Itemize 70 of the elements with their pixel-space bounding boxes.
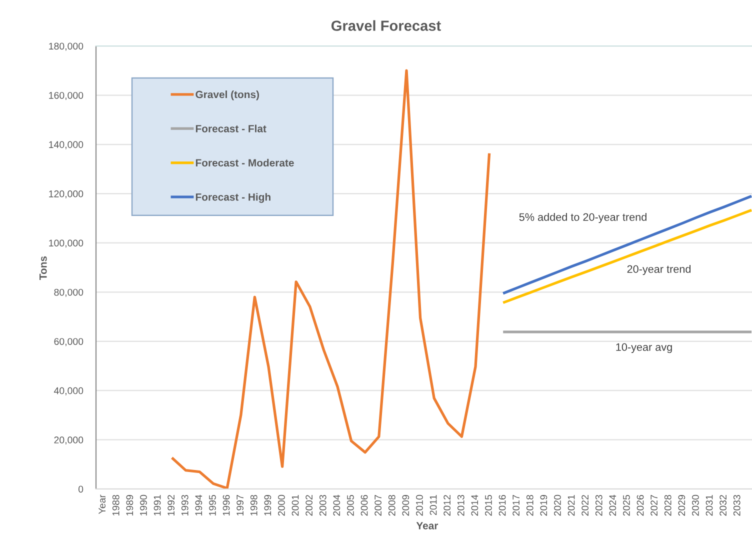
legend-label: Gravel (tons) <box>196 90 259 100</box>
x-tick-label: 2025 <box>623 494 630 516</box>
x-tick-label: 1999 <box>264 495 272 516</box>
x-tick-label: 2016 <box>498 494 506 516</box>
y-tick-label: 80,000 <box>54 288 84 297</box>
line-series <box>502 194 752 295</box>
x-tick-label: 2009 <box>402 495 410 516</box>
x-tick-label: 2004 <box>333 494 340 516</box>
x-tick-label: 2015 <box>485 494 492 516</box>
y-axis-title: Tons <box>40 256 47 280</box>
x-tick-label: 1995 <box>209 494 216 516</box>
x-tick-label: 2019 <box>540 495 548 516</box>
line-series <box>170 69 491 489</box>
x-tick-label: 2028 <box>664 494 672 516</box>
x-tick-label: 2010 <box>416 494 423 516</box>
y-tick-label: 100,000 <box>49 240 84 248</box>
legend-label: Forecast - Moderate <box>196 158 294 167</box>
x-tick-label: 2017 <box>512 495 520 516</box>
annotation: 20-year trend <box>627 264 691 276</box>
y-tick-label: 20,000 <box>54 436 84 445</box>
legend-label: Forecast - High <box>196 193 270 203</box>
x-tick-label: 2021 <box>568 495 575 516</box>
x-tick-label: 2011 <box>430 495 437 515</box>
x-tick-label: 2032 <box>720 495 727 516</box>
x-tick-label: 2027 <box>650 495 658 516</box>
y-tick-label: 160,000 <box>49 92 84 100</box>
y-tick-label: 0 <box>78 486 84 493</box>
x-tick-label: 2007 <box>374 495 382 516</box>
x-tick-label: Year <box>98 494 106 514</box>
x-tick-label: 2022 <box>582 495 589 516</box>
y-tick-label: 140,000 <box>49 141 84 150</box>
x-axis-title: Year <box>416 522 438 530</box>
x-tick-label: 1990 <box>140 494 147 516</box>
x-tick-label: 1996 <box>222 494 230 516</box>
y-tick-label: 60,000 <box>54 338 84 346</box>
x-tick-label: 1998 <box>250 494 258 516</box>
x-tick-label: 2026 <box>636 494 644 516</box>
x-tick-label: 2001 <box>292 495 299 516</box>
x-tick-label: 2008 <box>388 494 396 516</box>
y-tick-label: 40,000 <box>54 387 84 396</box>
x-tick-label: 2005 <box>347 494 354 516</box>
y-tick-label: 180,000 <box>49 42 84 51</box>
x-tick-label: 2024 <box>609 494 616 516</box>
x-tick-label: 2006 <box>360 494 368 516</box>
x-tick-label: 2018 <box>526 494 534 516</box>
x-tick-label: 1997 <box>236 495 244 516</box>
y-tick-label: 120,000 <box>49 190 84 198</box>
x-tick-label: 2020 <box>554 494 561 516</box>
x-tick-label: 2000 <box>278 494 285 516</box>
annotation: 5% added to 20-year trend <box>519 212 646 224</box>
chart-title: Gravel Forecast <box>331 20 441 31</box>
x-tick-label: 1992 <box>168 495 175 516</box>
annotation: 10-year avg <box>616 343 672 354</box>
x-tick-label: 2013 <box>457 494 464 516</box>
x-tick-label: 2030 <box>692 494 699 516</box>
x-tick-label: 2031 <box>706 495 713 516</box>
x-tick-label: 1993 <box>181 494 188 516</box>
x-tick-label: 1989 <box>126 495 134 516</box>
x-tick-label: 2014 <box>471 494 478 516</box>
x-tick-label: 2033 <box>733 494 740 516</box>
x-tick-label: 2003 <box>319 494 326 516</box>
line-series <box>502 208 752 304</box>
x-tick-label: 1991 <box>154 495 161 516</box>
x-tick-label: 1988 <box>112 494 120 516</box>
x-tick-label: 2029 <box>678 495 686 516</box>
x-tick-label: 1994 <box>195 494 202 516</box>
legend-label: Forecast - Flat <box>196 124 266 132</box>
x-tick-label: 2012 <box>444 495 451 516</box>
x-tick-label: 2023 <box>595 494 602 516</box>
x-tick-label: 2002 <box>306 495 313 516</box>
